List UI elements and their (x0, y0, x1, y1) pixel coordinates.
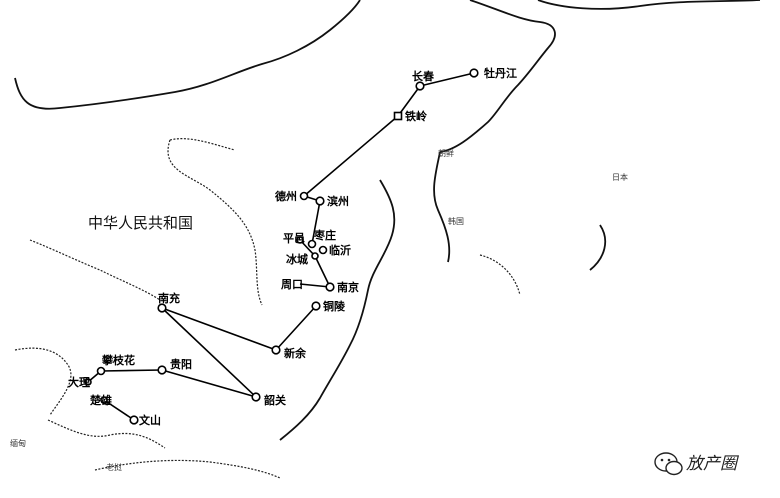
city-label-nanchong: 南充 (158, 291, 180, 305)
city-label-zhoukou: 周口 (281, 278, 303, 291)
city-dot-linyi[interactable] (318, 245, 328, 255)
wechat-icon (654, 452, 683, 476)
city-dot-chuxiong[interactable] (100, 396, 108, 404)
city-label-chuxiong: 楚雄 (90, 393, 112, 407)
city-label-pingyi: 平邑 (283, 232, 305, 245)
route-changchun-tieling (397, 85, 421, 117)
city-dot-bingcheng[interactable] (311, 252, 319, 260)
city-label-xinyu: 新余 (284, 346, 307, 360)
city-dot-guiyang[interactable] (157, 365, 167, 375)
city-dot-mudanjiang[interactable] (469, 68, 479, 78)
city-label-binzhou: 滨州 (327, 194, 349, 208)
region-label-japan: 日本 (612, 172, 628, 182)
city-dot-dali[interactable] (84, 378, 92, 386)
city-dot-shaoguan[interactable] (251, 392, 261, 402)
route-tieling-dezhou (303, 115, 399, 197)
city-dot-nanjing[interactable] (325, 282, 335, 292)
city-label-tieling: 铁岭 (405, 109, 427, 123)
region-label-myanmar: 缅甸 (10, 438, 26, 448)
city-dot-zaozhuang[interactable] (307, 239, 317, 249)
route-tongling-xinyu (275, 305, 317, 351)
route-guiyang-shaoguan (161, 369, 257, 398)
city-dot-wenshan[interactable] (129, 415, 139, 425)
city-label-zaozhuang: 枣庄 (313, 228, 336, 242)
city-dot-dezhou[interactable] (299, 191, 309, 201)
city-label-tongling: 铜陵 (322, 299, 346, 313)
route-mudanjiang-changchun (419, 72, 475, 87)
route-binzhou-zaozhuang (311, 200, 321, 245)
city-label-changchun: 长春 (412, 69, 435, 83)
country-label-china: 中华人民共和国 (88, 214, 193, 232)
watermark-text: 放产圈 (686, 454, 740, 474)
watermark: 放产圈 (654, 452, 740, 476)
route-bingcheng-nanjing (314, 255, 331, 288)
route-zhoukou-nanjing (299, 283, 331, 288)
city-label-linyi: 临沂 (329, 243, 351, 257)
region-label-korea: 朝鲜 (438, 148, 454, 158)
city-label-nanjing: 南京 (337, 280, 359, 294)
city-label-panzhihua: 攀枝花 (101, 353, 135, 367)
region-label-laos: 老挝 (106, 462, 122, 472)
route-chuxiong-wenshan (103, 399, 135, 421)
city-dot-tieling[interactable] (393, 111, 403, 121)
city-dot-changchun[interactable] (415, 81, 425, 91)
region-labels: 中华人民共和国 朝鲜 韩国 日本 缅甸 老挝 (10, 148, 628, 472)
route-xinyu-nanchong (161, 307, 277, 351)
route-nanchong-shaoguan (161, 307, 257, 398)
region-label-south-korea: 韩国 (448, 216, 464, 226)
route-panzhihua-guiyang (100, 369, 163, 372)
city-label-mudanjiang: 牡丹江 (484, 66, 517, 80)
city-dot-pingyi[interactable] (296, 236, 304, 244)
city-dot-binzhou[interactable] (315, 196, 325, 206)
city-markers (84, 68, 479, 425)
city-dot-tongling[interactable] (311, 301, 321, 311)
city-label-shaoguan: 韶关 (264, 393, 286, 407)
city-label-dezhou: 德州 (274, 189, 297, 203)
city-labels: 牡丹江 长春 铁岭 德州 滨州 平邑 枣庄 临沂 冰城 周口 南京 铜陵 新余 … (68, 66, 517, 427)
route-lines (87, 72, 475, 421)
city-label-guiyang: 贵阳 (170, 357, 192, 371)
city-dot-nanchong[interactable] (157, 303, 167, 313)
map-boundaries (14, 0, 761, 479)
city-label-bingcheng: 冰城 (286, 252, 308, 266)
city-label-dali: 大理 (68, 375, 90, 389)
city-label-wenshan: 文山 (139, 413, 161, 427)
city-dot-xinyu[interactable] (271, 345, 281, 355)
city-dot-panzhihua[interactable] (96, 366, 106, 376)
